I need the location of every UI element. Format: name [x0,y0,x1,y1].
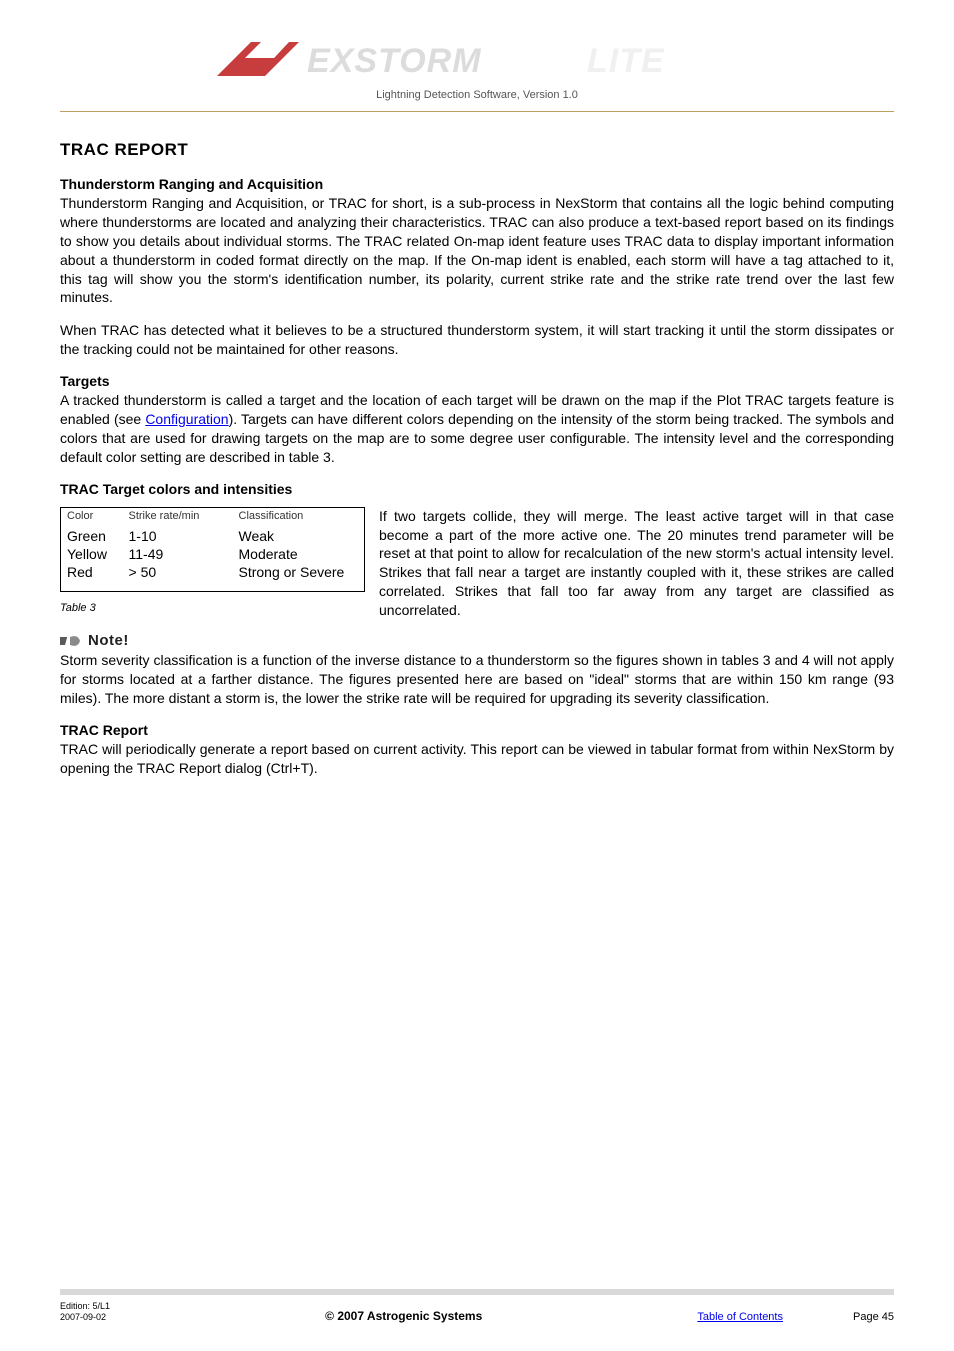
document-page: EXSTORM LITE Lightning Detection Softwar… [0,0,954,1351]
cell-rate: 11-49 [123,546,233,564]
subhead-trac-report: TRAC Report [60,722,894,738]
subhead-targets: Targets [60,373,894,389]
footer-copyright: © 2007 Astrogenic Systems [325,1309,482,1323]
cell-color: Red [61,564,123,582]
trac-table-wrap: Color Strike rate/min Classification Gre… [60,507,365,620]
col-header-rate: Strike rate/min [123,507,233,528]
footer-edition-block: Edition: 5/L1 2007-09-02 [60,1301,110,1323]
cell-class: Weak [233,528,365,546]
table-row: Yellow 11-49 Moderate [61,546,365,564]
paragraph-trac-report: TRAC will periodically generate a report… [60,740,894,778]
table-row: Red > 50 Strong or Severe [61,564,365,582]
logo-area: EXSTORM LITE [60,38,894,83]
paragraph-ranging-2: When TRAC has detected what it believes … [60,321,894,359]
footer-date: 2007-09-02 [60,1312,110,1323]
svg-text:EXSTORM: EXSTORM [307,42,482,80]
cell-rate: 1-10 [123,528,233,546]
subhead-intensities: TRAC Target colors and intensities [60,481,894,497]
table-spacer [61,582,365,592]
footer-edition: Edition: 5/L1 [60,1301,110,1312]
header-divider [60,111,894,112]
paragraph-targets: A tracked thunderstorm is called a targe… [60,391,894,467]
svg-text:LITE: LITE [587,42,665,80]
note-label: Note! [88,632,129,649]
footer-page-number: Page 45 [853,1311,894,1323]
paragraph-ranging-1: Thunderstorm Ranging and Acquisition, or… [60,194,894,307]
cell-color: Yellow [61,546,123,564]
header-subtitle: Lightning Detection Software, Version 1.… [60,89,894,101]
cell-class: Strong or Severe [233,564,365,582]
page-title: TRAC REPORT [60,140,894,160]
toc-link[interactable]: Table of Contents [697,1311,783,1323]
table-header-row: Color Strike rate/min Classification [61,507,365,528]
footer-row: Edition: 5/L1 2007-09-02 © 2007 Astrogen… [60,1301,894,1323]
note-icon [60,634,82,648]
note-text: Storm severity classification is a funct… [60,651,894,708]
page-footer: Edition: 5/L1 2007-09-02 © 2007 Astrogen… [60,1289,894,1323]
col-header-color: Color [61,507,123,528]
table-caption: Table 3 [60,602,365,614]
subhead-ranging: Thunderstorm Ranging and Acquisition [60,176,894,192]
col-header-class: Classification [233,507,365,528]
footer-bar [60,1289,894,1295]
cell-rate: > 50 [123,564,233,582]
note-header: Note! [60,632,894,649]
trac-intensity-table: Color Strike rate/min Classification Gre… [60,507,365,593]
nexstorm-logo: EXSTORM LITE [217,38,737,80]
table-row: Green 1-10 Weak [61,528,365,546]
cell-color: Green [61,528,123,546]
merge-paragraph: If two targets collide, they will merge.… [379,507,894,620]
cell-class: Moderate [233,546,365,564]
footer-right: Table of Contents Page 45 [697,1311,894,1323]
table-and-text-row: Color Strike rate/min Classification Gre… [60,507,894,620]
configuration-link[interactable]: Configuration [145,411,228,427]
